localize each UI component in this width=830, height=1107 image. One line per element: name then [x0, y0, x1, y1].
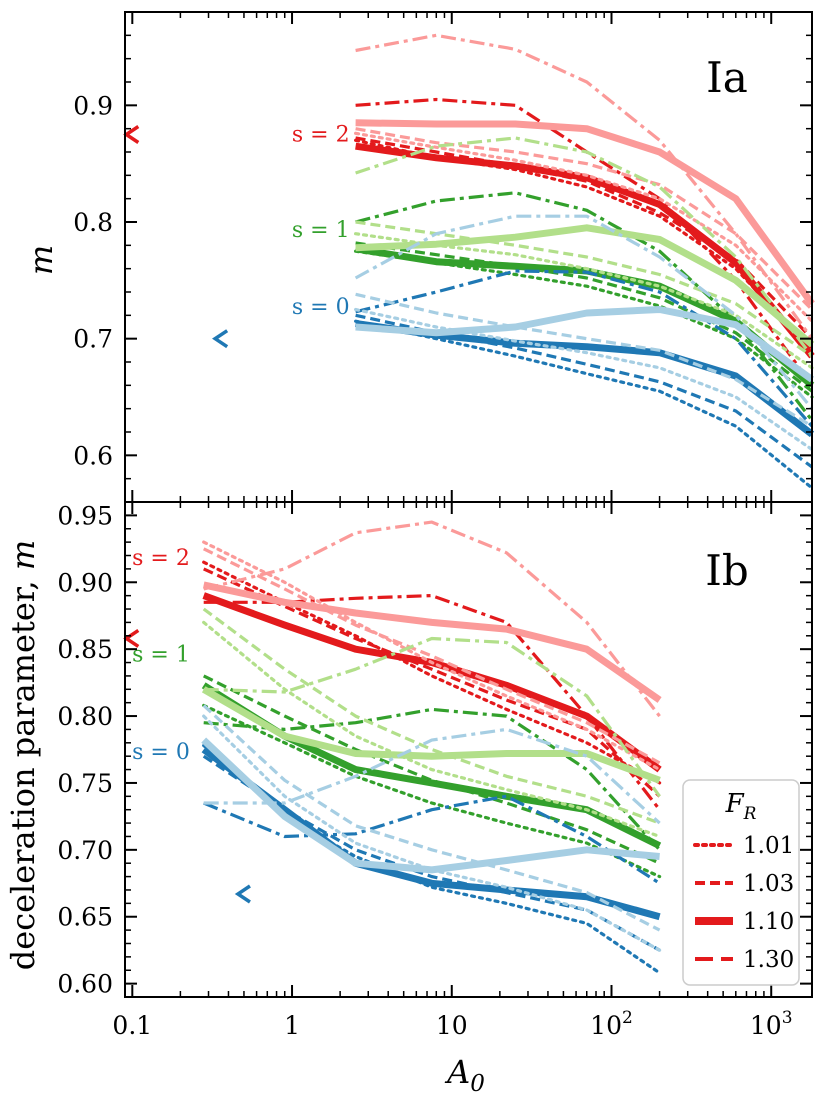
series-line-s2-fr130-7 — [203, 520, 661, 718]
panel-ib-series-group — [201, 520, 662, 975]
legend-title-main: F — [725, 789, 745, 819]
series-line-s2-fr103-1 — [355, 136, 814, 340]
y-tick-label: 0.95 — [57, 501, 113, 530]
series-line-s1-fr130-11 — [355, 191, 814, 422]
panel-ib-ticks: 0.60 0.65 0.70 0.75 0.80 0.85 0.90 0.95 0.1 1 10 10… — [57, 501, 812, 1040]
x-tick-label: 10 — [436, 1011, 468, 1040]
panel-ib-title: Ib — [705, 546, 748, 595]
y-tick-label: 0.9 — [73, 91, 113, 120]
x-axis-label: A0 — [444, 1053, 485, 1097]
series-line-s0-fr103-21 — [355, 292, 813, 428]
s-label-0: s = 2 — [292, 123, 350, 148]
series-line-s2-fr101-0 — [202, 560, 662, 785]
panel-ia-ylabel: m — [22, 245, 60, 275]
legend: FR 1.01 1.03 1.10 1.30 — [682, 779, 800, 986]
series-line-s1-fr103-9 — [202, 674, 661, 865]
series-line-s0-fr110-22 — [201, 737, 660, 874]
legend-title: FR — [725, 789, 757, 824]
x-tick-label: 103 — [750, 1008, 793, 1040]
panel-ia-title: Ia — [706, 53, 748, 102]
series-line-s2-fr110-6 — [202, 581, 662, 703]
series-line-s0-fr110-22 — [355, 306, 815, 383]
y-tick-label: 0.7 — [73, 325, 113, 354]
y-tick-label: 0.80 — [57, 702, 113, 731]
y-tick-label: 0.6 — [73, 441, 113, 470]
series-line-s1-fr101-8 — [202, 703, 662, 879]
panel-ia-annotations: s = 2 s = 1 s = 0 — [123, 123, 350, 349]
series-line-s0-fr130-23 — [203, 727, 661, 825]
x-axis-label-sub: 0 — [470, 1071, 485, 1097]
panel-ib-ylabel: deceleration parameter, m — [4, 540, 42, 970]
s-label-2: s = 0 — [292, 295, 350, 320]
y-tick-label: 0.90 — [57, 568, 113, 597]
s-label-2: s = 0 — [132, 740, 190, 765]
x-tick-label: 0.1 — [112, 1011, 152, 1040]
series-line-s2-fr101-4 — [354, 131, 814, 323]
series-line-s2-fr103-5 — [202, 547, 661, 765]
legend-entries: 1.01 1.03 1.10 1.30 — [693, 833, 794, 973]
y-tick-label: 0.75 — [57, 769, 113, 798]
panel-ib-ylabel-var: m — [4, 540, 42, 570]
series-line-s0-fr103-21 — [202, 704, 661, 932]
series-line-s0-fr130-19 — [203, 794, 661, 885]
y-tick-label: 0.70 — [57, 836, 113, 865]
series-line-s2-fr103-5 — [355, 127, 814, 311]
series-line-s1-fr110-14 — [201, 686, 661, 784]
y-tick-label: 0.8 — [73, 208, 113, 237]
legend-label-101: 1.01 — [743, 833, 794, 859]
legend-label-103: 1.03 — [743, 871, 794, 897]
series-line-s1-fr103-9 — [355, 241, 813, 393]
panel-ib-annotations: s = 2 s = 1 s = 0 — [123, 546, 251, 904]
series-line-s1-fr110-14 — [355, 224, 815, 348]
y-tick-label: 0.85 — [57, 635, 113, 664]
limit-marker-1 — [212, 329, 229, 349]
series-line-s0-fr101-20 — [202, 714, 662, 952]
series-line-s0-fr130-19 — [355, 269, 814, 428]
panel-ib-ylabel-prefix: deceleration parameter, — [4, 570, 42, 970]
panel-ia: s = 2 s = 1 s = 0 0.6 0.7 0.8 0.9 Ia m — [22, 11, 815, 503]
panel-ia-series-group — [354, 33, 815, 490]
legend-label-130: 1.30 — [743, 947, 794, 973]
panel-ib: s = 2 s = 1 s = 0 0.60 0.65 0.70 0.75 0.80 0.85… — [4, 501, 813, 1040]
legend-label-110: 1.10 — [743, 909, 794, 935]
x-tick-label: 1 — [284, 1011, 300, 1040]
series-line-s0-fr110-18 — [355, 320, 815, 438]
x-axis-label-main: A — [444, 1053, 470, 1091]
series-line-s2-fr101-4 — [202, 540, 662, 772]
series-line-s0-fr101-20 — [354, 307, 814, 452]
series-line-s2-fr110-6 — [355, 119, 815, 306]
series-line-s1-fr130-11 — [203, 707, 661, 851]
series-line-s0-fr130-23 — [354, 214, 814, 410]
x-tick-label: 102 — [590, 1008, 633, 1040]
limit-marker-0 — [123, 629, 140, 648]
legend-box — [682, 779, 800, 986]
s-label-0: s = 2 — [132, 546, 190, 571]
panel-ia-ticks: 0.6 0.7 0.8 0.9 — [73, 11, 812, 502]
series-line-s1-fr130-15 — [203, 636, 661, 798]
s-label-1: s = 1 — [292, 218, 350, 243]
series-line-s1-fr101-12 — [202, 620, 662, 839]
y-tick-label: 0.60 — [57, 970, 113, 999]
series-line-s2-fr110-2 — [355, 142, 815, 359]
panel-ib-frame — [124, 501, 813, 998]
series-line-s0-fr110-18 — [201, 746, 661, 921]
legend-title-sub: R — [743, 804, 757, 824]
series-line-s2-fr130-7 — [355, 33, 814, 340]
limit-marker-1 — [234, 884, 251, 904]
limit-marker-0 — [123, 125, 140, 144]
s-label-1: s = 1 — [132, 643, 190, 668]
series-line-s1-fr130-15 — [355, 136, 814, 358]
series-line-s2-fr103-1 — [203, 567, 661, 798]
y-tick-label: 0.65 — [57, 903, 113, 932]
